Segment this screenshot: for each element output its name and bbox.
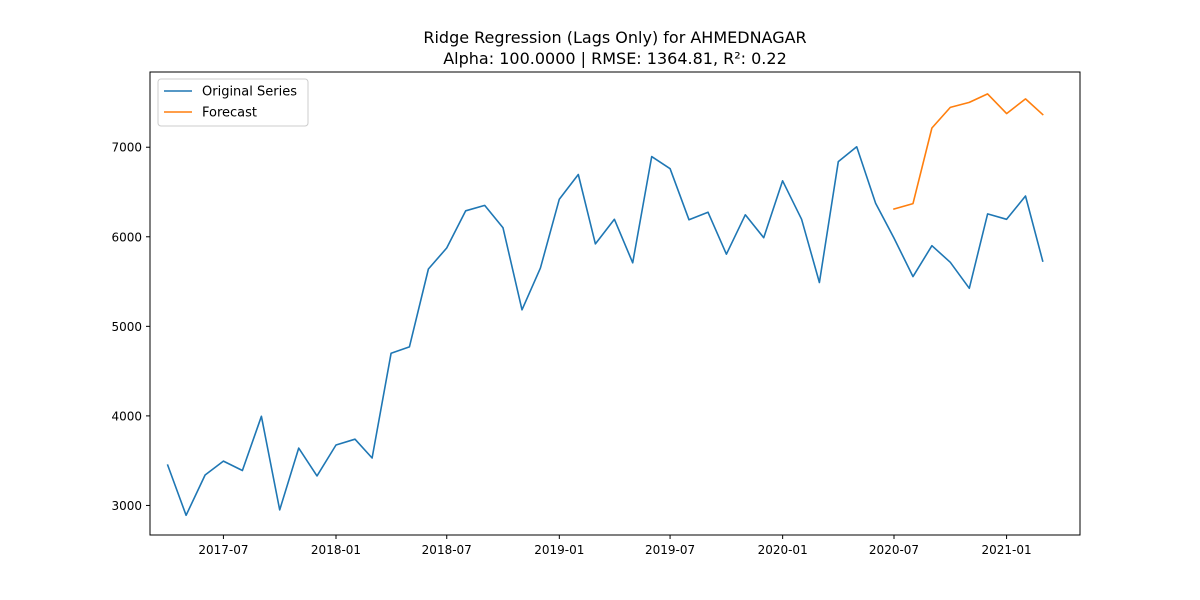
x-tick-label: 2021-01 bbox=[982, 543, 1032, 557]
x-tick-label: 2020-07 bbox=[869, 543, 919, 557]
chart-subtitle: Alpha: 100.0000 | RMSE: 1364.81, R²: 0.2… bbox=[443, 49, 787, 68]
legend-label-forecast: Forecast bbox=[202, 106, 257, 121]
x-tick-label: 2019-01 bbox=[534, 543, 584, 557]
series-layer bbox=[166, 93, 1044, 517]
plot-frame bbox=[149, 71, 1081, 536]
x-tick-label: 2017-07 bbox=[198, 543, 248, 557]
series-line-forecast bbox=[893, 93, 1044, 210]
y-tick-label: 4000 bbox=[111, 409, 142, 423]
y-tick-label: 5000 bbox=[111, 320, 142, 334]
x-tick-label: 2019-07 bbox=[645, 543, 695, 557]
legend: Original Series Forecast bbox=[157, 78, 309, 127]
y-tick-label: 6000 bbox=[111, 230, 142, 244]
x-tick-label: 2018-07 bbox=[422, 543, 472, 557]
chart-title: Ridge Regression (Lags Only) for AHMEDNA… bbox=[423, 28, 806, 47]
series-line-original bbox=[166, 146, 1044, 517]
y-tick-label: 3000 bbox=[111, 499, 142, 513]
legend-label-original: Original Series bbox=[202, 85, 297, 100]
y-tick-label: 7000 bbox=[111, 141, 142, 155]
axis-layer: 2017-07 2018-01 2018-07 2019-01 2019-07 2020-… bbox=[111, 71, 1081, 557]
x-tick-label: 2018-01 bbox=[311, 543, 361, 557]
x-tick-label: 2020-01 bbox=[758, 543, 808, 557]
legend-box bbox=[157, 78, 309, 127]
